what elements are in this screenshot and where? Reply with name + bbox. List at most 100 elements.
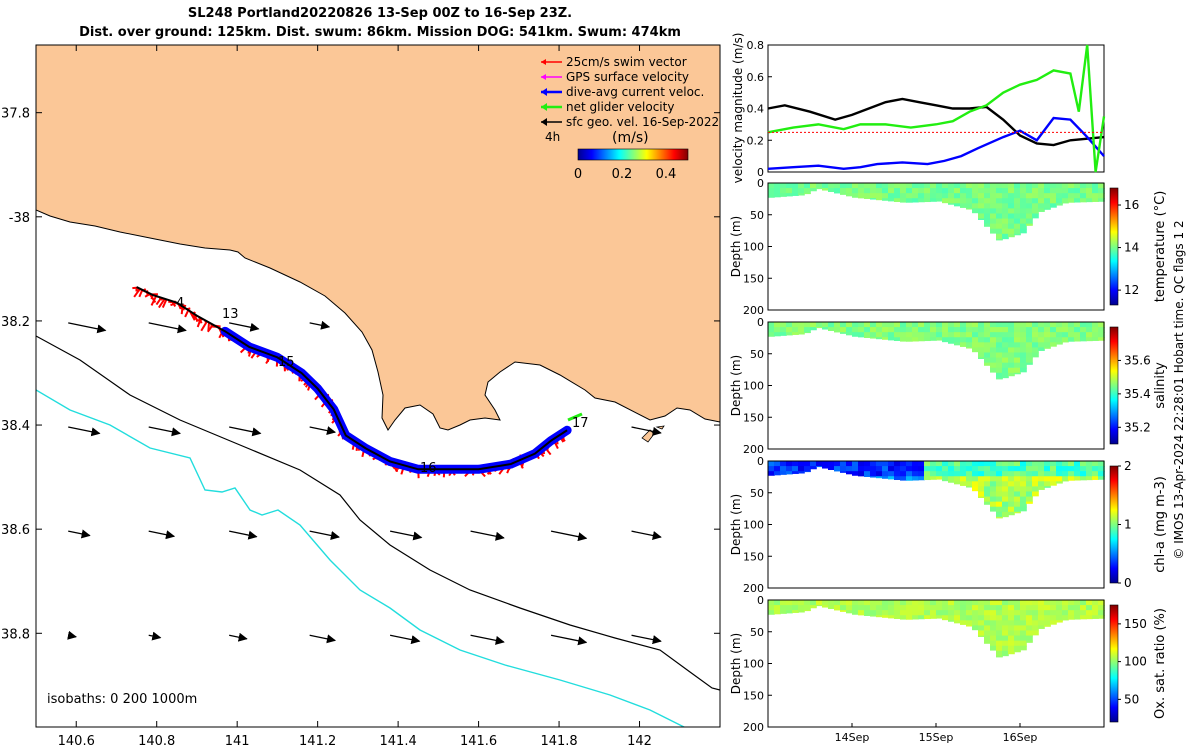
velocity-y-label: velocity magnitude (m/s) [731,33,745,184]
section-cell [888,183,895,189]
section-cell [972,198,979,205]
section-cell [858,600,865,606]
swim-vector [155,297,163,306]
section-cell [1020,347,1027,354]
section-cell [1062,476,1069,482]
section-cell [1014,218,1021,225]
section-cell [1038,625,1045,629]
section-cell [894,327,901,333]
section-cell [1002,228,1009,235]
section-cell [996,486,1003,493]
section-cell [1008,223,1015,230]
section-cell [1008,203,1015,210]
section-cell [870,600,877,606]
section-cell [906,322,913,328]
section-cell [780,322,787,328]
section-cell [816,322,823,328]
geo-vector [229,426,262,437]
section-cell [1062,471,1069,478]
section-cell [1086,466,1093,472]
section-cell [1098,600,1105,606]
section-cell [1020,620,1027,627]
section-cell [996,332,1003,339]
section-cell [948,620,955,622]
section-cell [918,476,925,481]
section-cell [864,327,871,333]
section-cell [972,193,979,200]
section-cell [870,610,877,617]
swim-vector [200,320,208,332]
section-cell [792,327,799,333]
section-cell [840,610,847,612]
section-cell [1020,203,1027,210]
section-cell [1038,183,1045,189]
section-cell [1050,481,1057,486]
section-cell [990,342,997,349]
section-cell [978,605,985,611]
section-cell [1038,203,1045,210]
colorbar-tick-label: 12 [1124,283,1139,297]
map-x-tick-label: 141.2 [299,734,336,749]
section-cell [1026,625,1033,632]
section-tick-label: 200 [743,443,764,456]
section-y-label: Depth (m) [729,355,743,416]
section-cell [780,332,787,336]
section-cell [1020,367,1027,373]
section-cell [996,466,1003,472]
section-cell [900,615,907,620]
section-cell [984,486,991,493]
section-cell [930,615,937,619]
section-cell [954,615,961,622]
section-cell [990,218,997,225]
section-cell [1074,183,1081,189]
section-cell [1026,466,1033,472]
section-cell [978,337,985,344]
section-cell [1002,496,1009,503]
section-cell [984,352,991,359]
section-cell [1020,461,1027,467]
section-cell [1020,223,1027,230]
section-cell [1044,461,1051,467]
section-cell [996,372,1003,379]
section-cell [990,347,997,354]
section-tick-label: 50 [750,487,764,500]
section-cell [1026,471,1033,478]
section-cell [804,327,811,333]
section-cell [1002,650,1009,657]
glider-track [136,286,568,471]
swim-vector [150,295,158,306]
section-cell [948,615,955,622]
section-cell [966,198,973,205]
section-cell [900,188,907,194]
section-cell [1038,198,1045,205]
section-cell [996,506,1003,513]
section-cell [768,471,775,476]
section-cell [1026,208,1033,215]
section-cell [924,466,931,472]
section-cell [1056,481,1063,484]
section-cell [984,193,991,200]
section-cell [918,610,925,617]
section-cell [948,332,955,339]
section-cell [786,466,793,472]
swim-vector [161,298,168,308]
section-cell [804,471,811,473]
map-x-ticks: 140.6 140.8 141 141.2 141.4 141.6 141.8 142 [58,45,652,749]
section-cell [1032,491,1039,497]
section-cell [852,332,859,337]
section-cell [1002,193,1009,200]
section-cell [984,635,991,642]
section-cell [990,600,997,606]
section-cell [936,322,943,328]
section-cell [996,183,1003,189]
section-cell [1044,332,1051,339]
section-cell [1008,193,1015,200]
geo-vector [148,530,176,540]
section-cell [972,203,979,210]
section-cell [984,620,991,627]
section-cell [984,337,991,344]
velocity-tick-label: 0.2 [747,134,765,147]
section-cell [978,193,985,200]
section-cell [858,471,865,477]
map-x-tick-label: 142 [627,734,652,749]
